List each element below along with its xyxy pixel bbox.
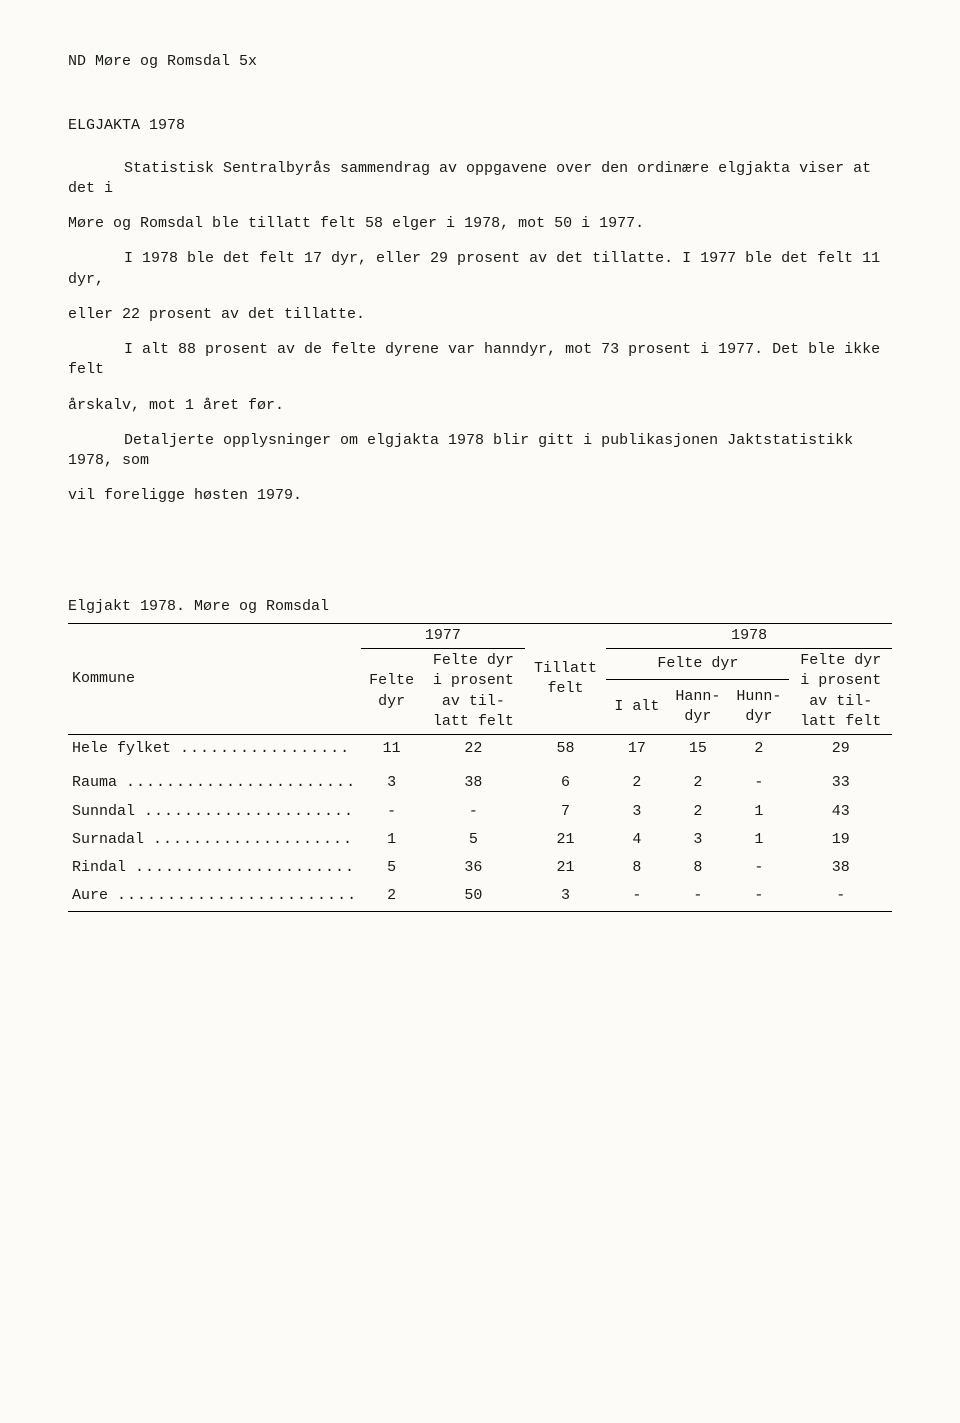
cell: 19	[789, 826, 892, 854]
th-ialt: I alt	[606, 679, 667, 734]
cell: -	[361, 798, 422, 826]
th-hann: Hann-dyr	[667, 679, 728, 734]
th-1977: 1977	[361, 623, 525, 648]
row-kommune: Rauma	[72, 774, 117, 791]
th-pct-77: Felte dyri prosentav til-latt felt	[422, 649, 524, 735]
th-felte-77: Feltedyr	[361, 649, 422, 735]
cell: 15	[667, 735, 728, 764]
para-3a: I alt 88 prosent av de felte dyrene var …	[68, 340, 892, 381]
row-kommune: Aure	[72, 887, 108, 904]
cell: 4	[606, 826, 667, 854]
th-felte-78: Felte dyr	[606, 649, 789, 680]
cell: 11	[361, 735, 422, 764]
cell: 5	[361, 854, 422, 882]
cell: 2	[606, 763, 667, 797]
cell: -	[606, 882, 667, 911]
cell: 38	[422, 763, 524, 797]
para-4b: vil foreligge høsten 1979.	[68, 486, 892, 506]
cell: 2	[728, 735, 789, 764]
cell: 2	[361, 882, 422, 911]
cell: -	[728, 882, 789, 911]
cell: 50	[422, 882, 524, 911]
cell: 2	[667, 763, 728, 797]
cell: 1	[728, 826, 789, 854]
cell: -	[667, 882, 728, 911]
para-1b: Møre og Romsdal ble tillatt felt 58 elge…	[68, 214, 892, 234]
table-row: Aure ........................ 2 50 3 - -…	[68, 882, 892, 911]
th-pct-78: Felte dyri prosentav til-latt felt	[789, 649, 892, 735]
cell: -	[789, 882, 892, 911]
row-kommune: Rindal	[72, 859, 126, 876]
para-3b: årskalv, mot 1 året før.	[68, 396, 892, 416]
table-caption: Elgjakt 1978. Møre og Romsdal	[68, 597, 892, 617]
para-2b: eller 22 prosent av det tillatte.	[68, 305, 892, 325]
cell: 21	[525, 854, 607, 882]
cell: 43	[789, 798, 892, 826]
cell: 58	[525, 735, 607, 764]
cell: 3	[525, 882, 607, 911]
th-tillatt: Tillattfelt	[525, 623, 607, 734]
body-text: Statistisk Sentralbyrås sammendrag av op…	[68, 159, 892, 507]
row-kommune: Sunndal	[72, 803, 135, 820]
para-2a: I 1978 ble det felt 17 dyr, eller 29 pro…	[68, 249, 892, 290]
cell: 8	[667, 854, 728, 882]
cell: 8	[606, 854, 667, 882]
th-hunn: Hunn-dyr	[728, 679, 789, 734]
table-row: Surnadal .................... 1 5 21 4 3…	[68, 826, 892, 854]
cell: 6	[525, 763, 607, 797]
doc-header: ND Møre og Romsdal 5x	[68, 52, 892, 72]
elgjakt-table: Kommune 1977 Tillattfelt 1978 Feltedyr F…	[68, 623, 892, 912]
cell: 2	[667, 798, 728, 826]
cell: 38	[789, 854, 892, 882]
table-row: Sunndal ..................... - - 7 3 2 …	[68, 798, 892, 826]
table-row: Rauma ....................... 3 38 6 2 2…	[68, 763, 892, 797]
row-kommune: Hele fylket	[72, 740, 171, 757]
row-kommune: Surnadal	[72, 831, 144, 848]
th-1978: 1978	[606, 623, 892, 648]
para-1a: Statistisk Sentralbyrås sammendrag av op…	[68, 159, 892, 200]
cell: 3	[667, 826, 728, 854]
cell: 5	[422, 826, 524, 854]
cell: 1	[728, 798, 789, 826]
cell: 7	[525, 798, 607, 826]
cell: 33	[789, 763, 892, 797]
th-kommune: Kommune	[68, 623, 361, 734]
cell: -	[728, 763, 789, 797]
cell: 29	[789, 735, 892, 764]
table-row: Rindal ...................... 5 36 21 8 …	[68, 854, 892, 882]
cell: -	[422, 798, 524, 826]
cell: 21	[525, 826, 607, 854]
cell: 3	[606, 798, 667, 826]
cell: 17	[606, 735, 667, 764]
cell: 1	[361, 826, 422, 854]
cell: 3	[361, 763, 422, 797]
table-body: Hele fylket ................. 11 22 58 1…	[68, 735, 892, 912]
cell: 36	[422, 854, 524, 882]
para-4a: Detaljerte opplysninger om elgjakta 1978…	[68, 431, 892, 472]
cell: 22	[422, 735, 524, 764]
table-row: Hele fylket ................. 11 22 58 1…	[68, 735, 892, 764]
cell: -	[728, 854, 789, 882]
doc-title: ELGJAKTA 1978	[68, 116, 892, 136]
